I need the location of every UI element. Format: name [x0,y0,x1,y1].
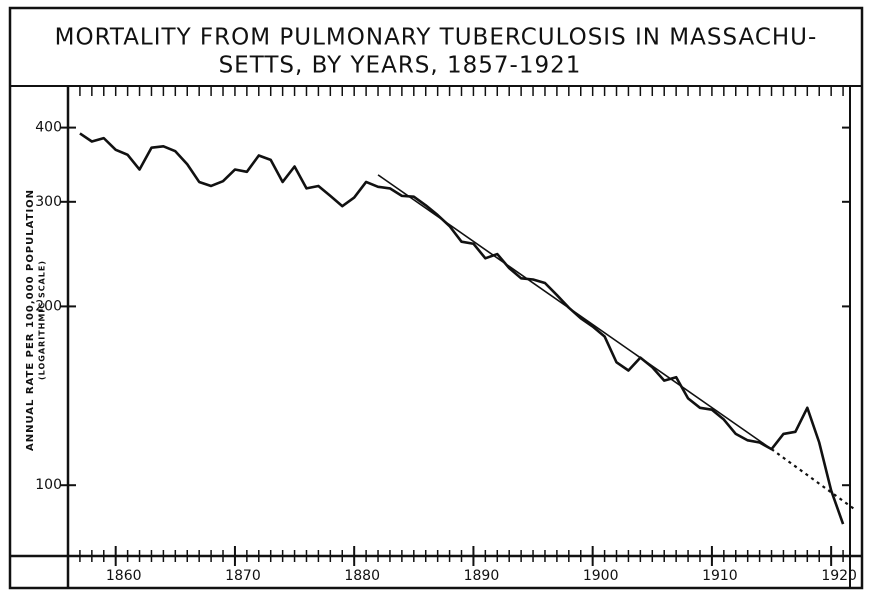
x-tick-label: 1880 [344,568,380,584]
x-tick-label: 1920 [821,568,857,584]
y-tick-label: 400 [35,120,62,136]
x-tick-label: 1870 [225,568,261,584]
x-tick-label: 1910 [702,568,738,584]
trend-extension [770,448,856,511]
outer-frame [8,6,864,590]
chart-title: MORTALITY FROM PULMONARY TUBERCULOSIS IN… [55,25,818,51]
y-tick-label: 300 [35,194,62,210]
x-tick-label: 1890 [464,568,500,584]
y-axis-label: ANNUAL RATE PER 100,000 POPULATION [25,189,36,451]
y-axis-label: (LOGARITHMIC SCALE) [38,260,47,380]
data-line [377,174,772,450]
data-line [79,132,845,525]
y-tick-label: 100 [35,477,62,493]
x-tick-label: 1900 [583,568,619,584]
chart-title: SETTS, BY YEARS, 1857-1921 [219,53,582,79]
y-tick-label: 200 [35,298,62,314]
x-tick-label: 1860 [106,568,142,584]
